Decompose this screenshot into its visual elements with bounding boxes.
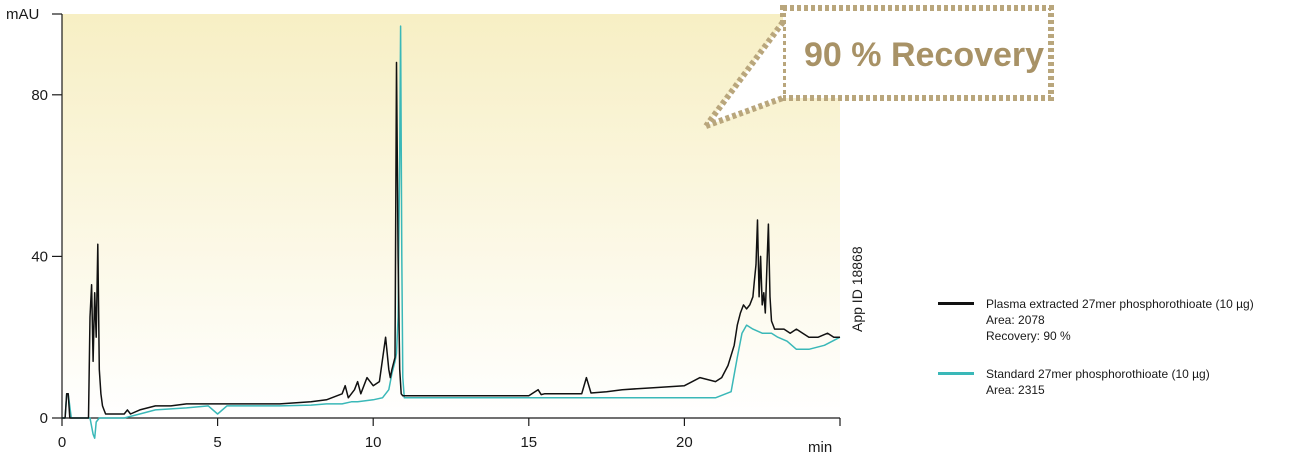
legend-area-plasma: Area: 2078 xyxy=(986,313,1045,327)
x-axis: 0 5 10 15 20 xyxy=(58,417,841,451)
legend: Plasma extracted 27mer phosphorothioate … xyxy=(938,296,1283,420)
y-tick-label: 0 xyxy=(40,410,48,427)
y-tick-label: 40 xyxy=(31,248,48,265)
legend-label-standard: Standard 27mer phosphorothioate (10 µg) xyxy=(986,367,1210,381)
legend-entry-standard: Standard 27mer phosphorothioate (10 µg) … xyxy=(938,366,1283,398)
y-axis-unit: mAU xyxy=(6,6,39,23)
app-id-label: App ID 18868 xyxy=(849,246,865,332)
series-layer xyxy=(62,25,841,439)
y-tick-label: 80 xyxy=(31,87,48,104)
y-axis: 0 40 80 xyxy=(31,13,63,427)
legend-label-plasma: Plasma extracted 27mer phosphorothioate … xyxy=(986,297,1254,311)
x-tick-label: 10 xyxy=(365,434,382,451)
plot-background xyxy=(62,14,840,418)
x-tick-label: 15 xyxy=(520,434,537,451)
series-line-plasma xyxy=(62,61,840,419)
legend-swatch-standard xyxy=(938,372,974,375)
x-tick-label: 20 xyxy=(676,434,693,451)
legend-entry-plasma: Plasma extracted 27mer phosphorothioate … xyxy=(938,296,1283,344)
legend-recovery-plasma: Recovery: 90 % xyxy=(986,329,1071,343)
x-tick-label: 0 xyxy=(58,434,66,451)
x-tick-label: 5 xyxy=(213,434,221,451)
callout-pointer-edge-top xyxy=(703,20,786,128)
series-line-standard xyxy=(62,25,841,439)
legend-swatch-plasma xyxy=(938,302,974,305)
x-axis-unit: min xyxy=(808,439,832,456)
callout-box xyxy=(780,5,1054,101)
legend-area-standard: Area: 2315 xyxy=(986,383,1045,397)
recovery-callout: 90 % Recovery xyxy=(703,5,1054,129)
callout-text: 90 % Recovery xyxy=(804,36,1044,74)
